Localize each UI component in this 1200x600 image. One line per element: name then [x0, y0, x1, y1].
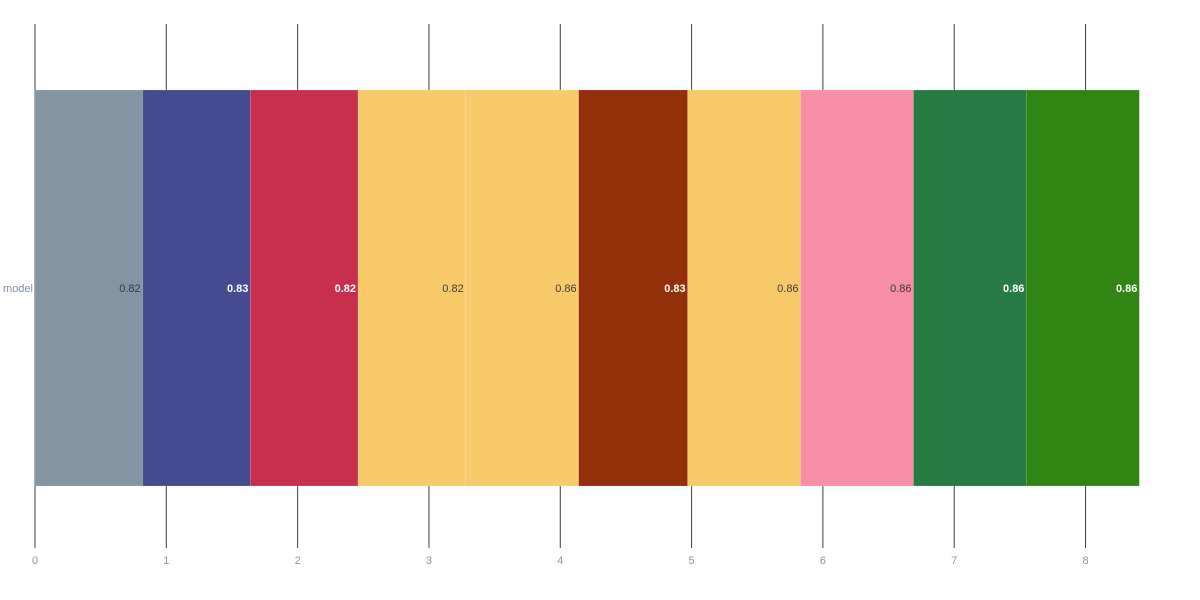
x-tick-label: 1	[163, 555, 169, 567]
bar-segments	[34, 89, 1140, 487]
x-axis: 0 1 2 3 4 5 6 7 8	[32, 555, 1089, 567]
x-tick-label: 5	[689, 555, 695, 567]
bar-segment-8[interactable]	[800, 89, 914, 487]
x-tick-label: 4	[557, 555, 563, 567]
category-label: model	[3, 283, 33, 295]
bar-segment-5[interactable]	[465, 89, 579, 487]
bar-segment-9[interactable]	[913, 89, 1027, 487]
x-tick-label: 2	[295, 555, 301, 567]
value-label-5: 0.86	[555, 283, 576, 295]
value-label-7: 0.86	[777, 283, 798, 295]
value-label-9: 0.86	[1003, 283, 1024, 295]
value-label-4: 0.82	[442, 283, 463, 295]
bar-segment-4[interactable]	[357, 89, 466, 487]
value-label-10: 0.86	[1116, 283, 1137, 295]
bar-segment-2[interactable]	[142, 89, 251, 487]
bar-segment-10[interactable]	[1026, 89, 1140, 487]
x-tick-label: 8	[1082, 555, 1088, 567]
value-label-8: 0.86	[890, 283, 911, 295]
value-label-1: 0.82	[119, 283, 140, 295]
x-tick-label: 7	[951, 555, 957, 567]
bar-segment-3[interactable]	[250, 89, 359, 487]
bar-segment-6[interactable]	[578, 89, 688, 487]
x-tick-label: 0	[32, 555, 38, 567]
value-labels: 0.82 0.83 0.82 0.82 0.86 0.83 0.86 0.86 0.86 0.86	[119, 283, 1137, 295]
x-tick-label: 6	[820, 555, 826, 567]
value-label-6: 0.83	[664, 283, 685, 295]
value-label-3: 0.82	[335, 283, 356, 295]
value-label-2: 0.83	[227, 283, 248, 295]
bar-segment-7[interactable]	[687, 89, 801, 487]
x-tick-label: 3	[426, 555, 432, 567]
